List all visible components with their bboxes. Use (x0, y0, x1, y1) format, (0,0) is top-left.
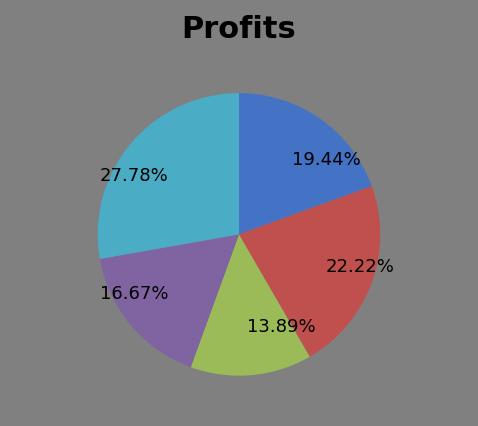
Wedge shape (191, 235, 310, 376)
Text: 22.22%: 22.22% (326, 257, 394, 275)
Wedge shape (239, 187, 380, 357)
Wedge shape (98, 94, 239, 259)
Text: 19.44%: 19.44% (292, 151, 360, 169)
Wedge shape (239, 94, 372, 235)
Text: 27.78%: 27.78% (100, 167, 169, 185)
Wedge shape (100, 235, 239, 367)
Text: 13.89%: 13.89% (247, 317, 315, 335)
Title: Profits: Profits (182, 15, 296, 44)
Text: 16.67%: 16.67% (100, 285, 169, 303)
